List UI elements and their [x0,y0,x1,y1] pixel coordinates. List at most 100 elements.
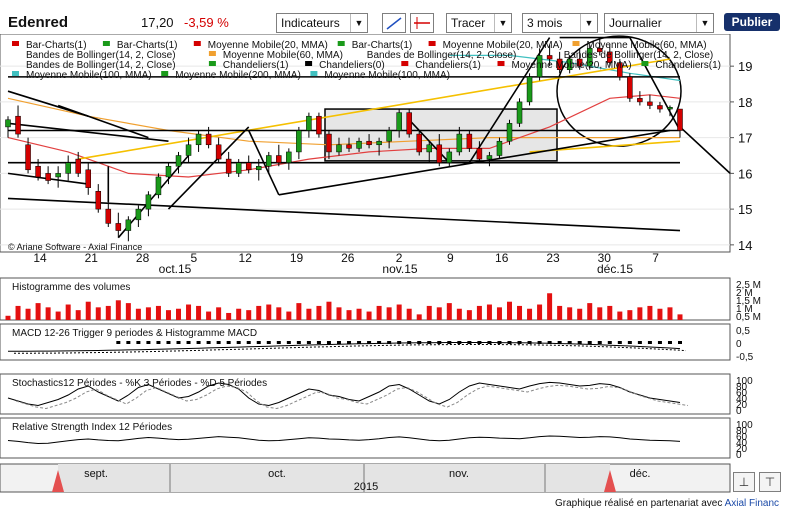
legend-entry: Bandes de Bollinger(14, 2, Close) [564,50,714,61]
legend-entry: Bandes de Bollinger(14, 2, Close) [367,50,517,61]
macd-hist-bar [246,341,251,344]
volume-bar [65,304,71,320]
publish-button[interactable]: Publier [724,13,780,31]
y-tick-label: 18 [738,95,752,110]
macd-hist-bar [347,341,352,344]
interval-value: Journalier [609,16,662,30]
candle-body [576,58,583,67]
zoom-in-button[interactable]: ⊥ [733,472,755,492]
zoom-out-button[interactable]: ⊤ [759,472,781,492]
macd-hist-bar [156,341,161,344]
indicators-dropdown[interactable]: Indicateurs ▼ [276,13,368,33]
volume-bar [396,304,402,320]
macd-hist-bar [186,341,191,344]
navigator-month-label: sept. [84,468,108,480]
volume-bar [366,311,372,320]
candle-body [205,133,212,146]
line-tool-button[interactable] [382,13,406,33]
x-tick-label: 9 [447,251,454,265]
macd-hist-bar [226,341,231,344]
macd-hist-bar [286,341,291,344]
macd-hist-bar [367,341,372,344]
macd-hist-bar [387,341,392,344]
trendline-icon [386,17,402,30]
legend-swatch [12,71,19,76]
volume-bar [95,307,101,320]
volume-bar [426,305,432,320]
candle-body [486,155,493,160]
candle-body [466,133,473,149]
volume-bar [326,301,332,320]
candle-body [617,62,623,78]
candle-body [105,208,112,224]
volume-bar [577,308,583,320]
x-tick-label: 14 [33,251,47,265]
candle-body [677,108,683,131]
volume-bar [647,305,653,320]
level-tool-button[interactable] [410,13,434,33]
candle-body [667,107,673,110]
interval-select[interactable]: Journalier ▼ [604,13,714,33]
legend-swatch [428,41,436,46]
legend-swatch [208,51,216,56]
candle-body [145,194,152,210]
indicators-label: Indicateurs [281,16,340,30]
volume-bar [537,304,543,320]
volume-bar [567,307,573,320]
volume-bar [246,310,252,320]
macd-hist-bar [617,341,622,344]
macd-hist-bar [316,341,321,344]
candle-body [35,165,41,178]
volume-panel-title: Histogramme des volumes [12,282,130,293]
x-tick-label: 2 [396,251,403,265]
candle-body [416,133,422,153]
stochastic-d-line [15,384,689,410]
legend-entry: Moyenne Mobile(60, MMA) [587,40,707,51]
legend-entry: Bandes de Bollinger(14, 2, Close) [26,50,176,61]
legend-entry: Moyenne Mobile(20, MMA) [208,40,328,51]
candle-body [65,162,71,174]
draw-dropdown[interactable]: Tracer ▼ [446,13,512,33]
volume-bar [466,310,472,320]
volume-panel-tick-label: 1,5 M [736,296,761,307]
chart-canvas[interactable]: 14 15 16 17 18 19 Bar-Charts(1) Bar-Charts(1) Mo… [0,34,795,495]
stochastic-panel-frame [0,373,731,415]
candle-body [556,58,563,70]
copyright-watermark: © Ariane Software - Axial Finance [8,242,142,252]
candle-body [607,51,613,63]
macd-hist-bar [296,341,301,344]
volume-bar [506,301,512,320]
candle-body [436,144,443,163]
volume-bar [316,305,322,320]
volume-bar [75,310,81,320]
legend-entry: Moyenne Mobile(20, MMA) [512,60,632,71]
volume-bar [356,308,362,320]
candle-body [566,58,573,70]
candle-body [195,133,202,146]
toolbar: Edenred 17,20 -3,59 % Indicateurs ▼ Trac… [0,0,795,34]
volume-bar [406,308,412,320]
partner-link[interactable]: Axial Financ [724,498,780,509]
volume-bar [155,305,161,320]
macd-hist-bar [567,341,572,344]
volume-bar [306,308,312,320]
legend-entry: Bar-Charts(1) [26,40,87,51]
candle-body [245,162,252,171]
chevron-down-icon: ▼ [580,14,597,32]
macd-hist-bar [196,341,201,344]
period-select[interactable]: 3 mois ▼ [522,13,598,33]
navigator-left-handle [52,470,64,492]
macd-hist-bar [537,341,542,344]
candle-body [175,155,182,167]
x-tick-label: 7 [652,251,659,265]
macd-hist-bar [126,341,131,344]
candle-body [225,158,232,174]
rsi-panel-tick-label: 100 [736,420,753,431]
candle-body [627,76,633,99]
navigator-month-label: déc. [630,468,651,480]
candle-body [496,140,503,156]
stochastic-panel-tick-label: 40 [736,394,748,405]
legend-swatch [310,71,318,76]
x-month-label: déc.15 [597,262,633,276]
